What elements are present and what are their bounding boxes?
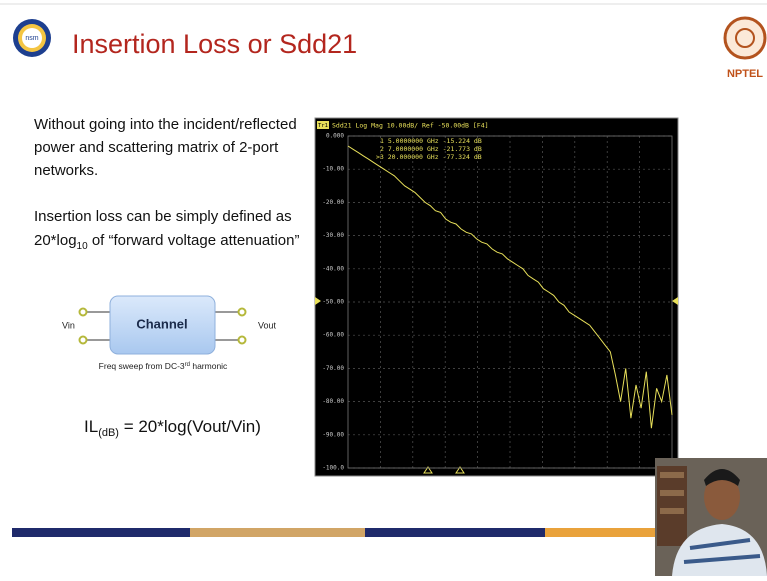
y-tick-label: -70.00	[322, 365, 344, 372]
text-part: Freq sweep from DC-3	[99, 361, 185, 371]
y-tick-label: -30.00	[322, 232, 344, 239]
diagram-caption: Freq sweep from DC-3rd harmonic	[99, 361, 228, 371]
nptel-logo: NPTEL	[725, 18, 765, 80]
text-part: harmonic	[190, 361, 228, 371]
y-tick-label: -50.00	[322, 299, 344, 306]
slide-title: Insertion Loss or Sdd21	[72, 29, 357, 59]
marker-readout: >3 20.000000 GHz -77.324 dB	[376, 153, 482, 161]
input-label: Vin	[62, 320, 75, 330]
y-tick-label: -90.00	[322, 431, 344, 438]
body-line: power and scattering matrix of 2-port	[34, 139, 279, 156]
y-tick-label: -10.00	[322, 166, 344, 173]
body-line: 20*log10 of “forward voltage attenuation…	[34, 232, 299, 252]
formula: IL(dB) = 20*log(Vout/Vin)	[84, 417, 261, 438]
slide: nsm Insertion Loss or Sdd21 NPTEL Withou…	[0, 0, 767, 576]
y-tick-label: -20.00	[322, 199, 344, 206]
formula-lhs: IL	[84, 417, 98, 436]
text-part: of “forward voltage attenuation”	[88, 232, 300, 249]
nsm-logo-text: nsm	[25, 35, 38, 42]
plot-header: Sdd21 Log Mag 10.00dB/ Ref -50.00dB [F4]	[332, 122, 489, 130]
body-line: networks.	[34, 162, 98, 179]
box-label: Channel	[136, 316, 187, 331]
body-line: Without going into the incident/reflecte…	[34, 116, 297, 133]
subscript: (dB)	[98, 427, 119, 439]
subscript: 10	[77, 241, 89, 252]
body-line: Insertion loss can be simply defined as	[34, 208, 292, 225]
marker-readout: 1 5.0000000 GHz -15.224 dB	[380, 137, 482, 145]
y-tick-label: -80.00	[322, 398, 344, 405]
y-tick-label: -60.00	[322, 332, 344, 339]
webcam-feed	[655, 458, 767, 576]
marker-readout: 2 7.0000000 GHz -21.773 dB	[380, 145, 482, 153]
channel-tag: Tr1	[318, 123, 328, 129]
nsm-logo: nsm	[13, 19, 51, 57]
y-tick-label: 0.000	[326, 133, 344, 140]
y-tick-label: -100.0	[322, 465, 344, 472]
slide-canvas: nsm Insertion Loss or Sdd21 NPTEL Withou…	[0, 0, 767, 576]
output-label: Vout	[258, 320, 277, 330]
vna-plot: Tr1 Sdd21 Log Mag 10.00dB/ Ref -50.00dB …	[315, 118, 678, 476]
channel-diagram: Channel Vin Vout Freq sweep from DC-3rd …	[62, 296, 277, 371]
nptel-text: NPTEL	[727, 68, 763, 80]
formula-rhs: = 20*log(Vout/Vin)	[119, 417, 261, 436]
y-tick-label: -40.00	[322, 265, 344, 272]
plot-background	[315, 118, 678, 476]
footer-band	[12, 528, 655, 537]
text-part: 20*log	[34, 232, 77, 249]
